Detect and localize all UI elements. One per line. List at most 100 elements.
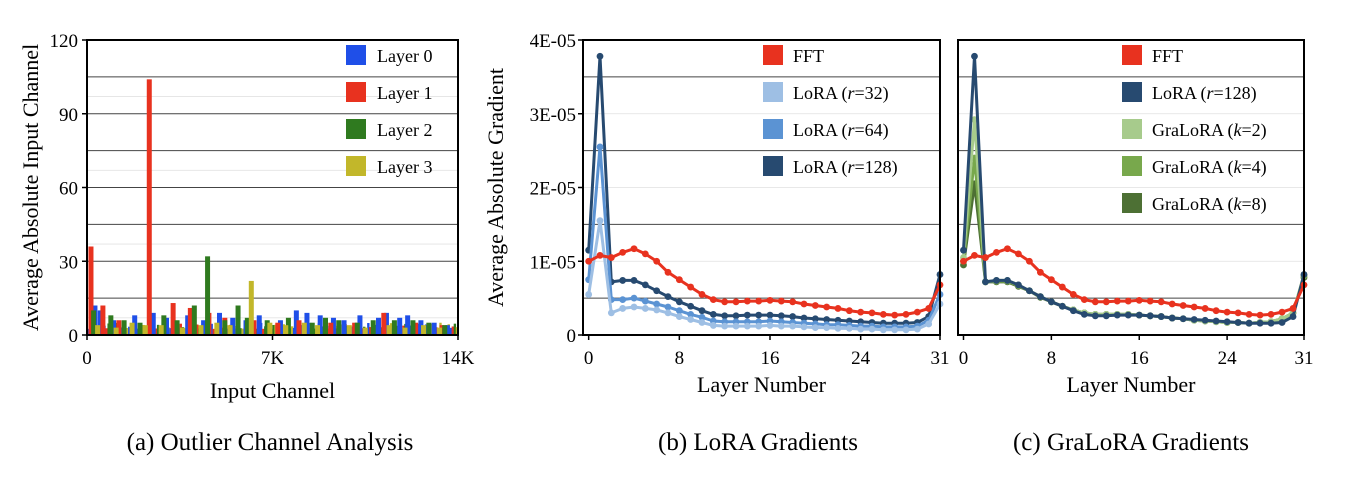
b-point-fft	[925, 305, 933, 312]
c-point-lora128	[960, 246, 967, 254]
b-point-fft	[698, 291, 706, 298]
a-xtick-label: 7K	[261, 348, 285, 369]
c-point-fft	[1168, 300, 1176, 308]
a-noise-bar	[86, 328, 90, 335]
a-legend-label: Layer 1	[377, 83, 432, 103]
b-point-lora128	[721, 312, 729, 320]
b-point-lora128	[743, 311, 751, 319]
a-noise-bar	[241, 328, 244, 335]
c-point-lora128	[1135, 311, 1143, 319]
b-legend-label: LoRA (r=64)	[793, 120, 889, 141]
b-point-lora32	[755, 322, 763, 330]
c-xtick-label: 31	[1295, 348, 1314, 369]
c-point-fft	[1256, 311, 1264, 319]
c-point-fft	[1080, 296, 1088, 303]
a-legend-swatch	[346, 82, 366, 102]
a-noise-bar	[169, 328, 172, 335]
a-bar-layer1	[116, 320, 122, 335]
a-bar-layer1	[296, 320, 302, 335]
a-ytick-label: 30	[59, 252, 78, 273]
a-noise-bar	[369, 327, 372, 335]
a-bar-layer3	[315, 325, 321, 335]
c-point-fft	[1113, 297, 1121, 305]
a-bar-layer0	[418, 320, 424, 335]
a-bar-layer2	[161, 315, 167, 335]
a-bar-layer1	[381, 312, 387, 335]
c-xtick-label: 0	[959, 348, 969, 369]
b-point-fft	[823, 303, 831, 311]
c-point-fft	[1069, 291, 1077, 298]
a-bar-layer2	[137, 322, 143, 335]
b-point-lora128	[664, 293, 672, 301]
b-point-lora128	[800, 314, 808, 322]
b-point-lora128	[641, 281, 649, 289]
a-noise-bar	[262, 328, 265, 335]
a-bar-layer3	[198, 325, 204, 335]
a-bar-layer1	[328, 322, 334, 335]
c-point-lora128	[1234, 319, 1242, 326]
b-point-lora32	[800, 323, 808, 331]
c-point-fft	[1004, 245, 1011, 253]
c-legend-label: LoRA (r=128)	[1152, 83, 1257, 104]
b-point-lora128	[619, 277, 627, 284]
b-ytick-label: 0	[567, 326, 577, 347]
b-point-lora32	[743, 322, 751, 330]
a-ytick-label: 120	[50, 31, 79, 52]
b-point-fft	[868, 309, 876, 317]
a-noise-bar	[455, 327, 459, 335]
a-bar-layer3	[142, 325, 148, 335]
b-point-lora64	[687, 310, 695, 318]
b-point-lora64	[630, 294, 638, 302]
a-bar-layer1	[88, 246, 94, 335]
a-noise-bar	[290, 326, 294, 335]
c-point-lora128	[1113, 311, 1121, 319]
b-point-lora32	[687, 316, 695, 323]
b-point-lora64	[619, 296, 627, 303]
b-legend-swatch	[763, 156, 783, 176]
b-point-lora32	[925, 320, 933, 328]
a-bar-layer3	[283, 325, 289, 335]
c-point-lora128	[1047, 298, 1055, 306]
a-bar-layer3	[95, 325, 101, 335]
b-point-lora32	[879, 326, 887, 334]
b-point-fft	[789, 298, 797, 306]
a-bar-layer2	[121, 320, 127, 335]
c-legend-swatch	[1122, 193, 1142, 213]
a-noise-bar	[424, 324, 428, 335]
a-bar-layer1	[187, 307, 193, 335]
b-point-lora32	[664, 309, 672, 317]
c-legend-label: FFT	[1152, 46, 1183, 66]
b-xtick-label: 16	[761, 348, 780, 369]
b-point-lora128	[630, 277, 638, 284]
a-noise-bar	[156, 324, 160, 335]
c-point-lora128	[1245, 319, 1253, 327]
a-bar-layer0	[397, 317, 403, 335]
b-ytick-label: 3E-05	[530, 105, 576, 126]
c-point-lora128	[1212, 317, 1220, 325]
a-bar-layer3	[227, 325, 233, 335]
c-point-lora128	[1091, 312, 1099, 320]
b-point-fft	[619, 249, 627, 256]
a-xtick-label: 14K	[442, 348, 475, 369]
b-point-lora32	[845, 324, 853, 332]
a-ytick-label: 0	[69, 326, 79, 347]
a-bar-layer1	[275, 322, 281, 335]
b-point-fft	[709, 296, 717, 303]
c-xtick-label: 24	[1218, 348, 1238, 369]
c-point-fft	[982, 254, 989, 261]
a-bar-layer0	[164, 317, 169, 335]
b-legend-swatch	[763, 45, 783, 65]
a-bar-layer3	[179, 327, 185, 335]
a-noise-bar	[183, 328, 187, 335]
a-bar-layer3	[113, 327, 119, 335]
b-point-fft	[664, 268, 672, 276]
a-noise-bar	[105, 328, 108, 335]
b-point-lora64	[653, 300, 661, 308]
a-noise-bar	[210, 323, 213, 335]
caption-a: (a) Outlier Channel Analysis	[127, 429, 414, 456]
b-point-lora32	[596, 217, 604, 225]
c-point-lora128	[1080, 310, 1088, 318]
b-point-fft	[653, 257, 661, 265]
b-point-fft	[902, 310, 910, 318]
b-legend-label: LoRA (r=128)	[793, 157, 898, 178]
